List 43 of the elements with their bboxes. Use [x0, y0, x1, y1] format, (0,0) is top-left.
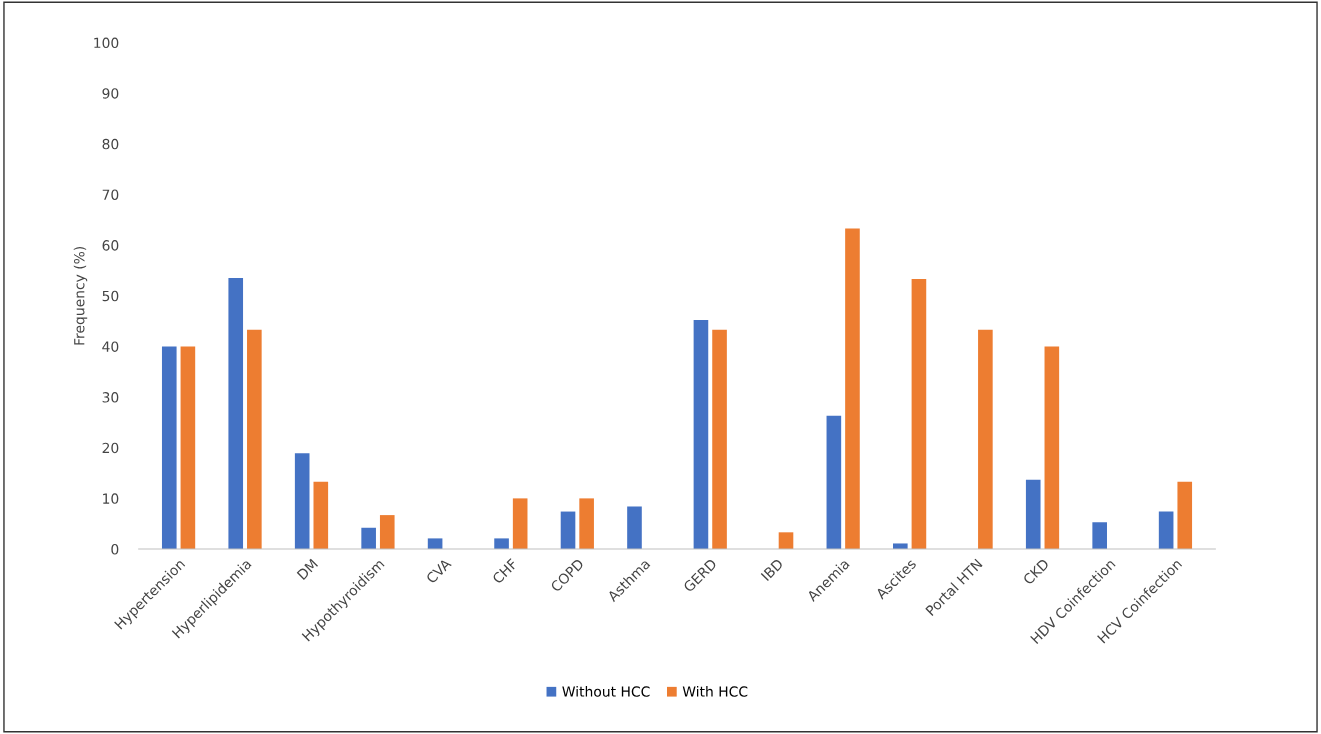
y-tick-label: 30: [102, 392, 119, 403]
y-tick-label: 10: [103, 493, 119, 504]
y-tick-label: 20: [102, 442, 119, 454]
bar: [978, 329, 993, 550]
bar: [712, 329, 727, 550]
y-axis-title: Frequency (%): [73, 246, 88, 345]
bar: [1177, 481, 1193, 550]
bar: [693, 320, 709, 550]
y-tick-label: 90: [102, 88, 119, 99]
bar: [579, 498, 594, 550]
y-tick-label: 100: [94, 37, 119, 49]
y-tick-label: 50: [102, 290, 119, 302]
bar: [427, 538, 443, 550]
x-tick-label: CVA: [425, 557, 452, 585]
bar: [494, 538, 509, 550]
bar: [826, 415, 842, 550]
y-tick-label: 70: [102, 189, 119, 200]
bar: [911, 279, 927, 550]
bar: [361, 527, 376, 550]
y-tick-label: 0: [111, 544, 119, 555]
y-tick-label: 40: [102, 341, 119, 352]
bar: [313, 481, 329, 550]
legend-label: Without HCC: [562, 686, 650, 697]
bar: [1025, 479, 1041, 550]
bar: [161, 346, 177, 550]
bar: [893, 543, 908, 550]
bar: [1044, 346, 1060, 550]
y-tick-label: 80: [102, 138, 119, 150]
bar: [1158, 511, 1174, 550]
bar: [247, 329, 262, 550]
bar: [180, 346, 196, 550]
bar: [1092, 522, 1107, 550]
bar: [294, 453, 310, 550]
bar: [845, 228, 860, 550]
bar: [778, 532, 794, 550]
x-tick-label: IBD: [760, 558, 784, 582]
bar: [512, 498, 528, 550]
bar: [560, 511, 576, 550]
bar: [228, 278, 244, 550]
y-tick-label: 60: [102, 240, 119, 251]
bar: [379, 515, 395, 550]
bar: [627, 506, 642, 550]
legend-label: With HCC: [682, 686, 748, 697]
